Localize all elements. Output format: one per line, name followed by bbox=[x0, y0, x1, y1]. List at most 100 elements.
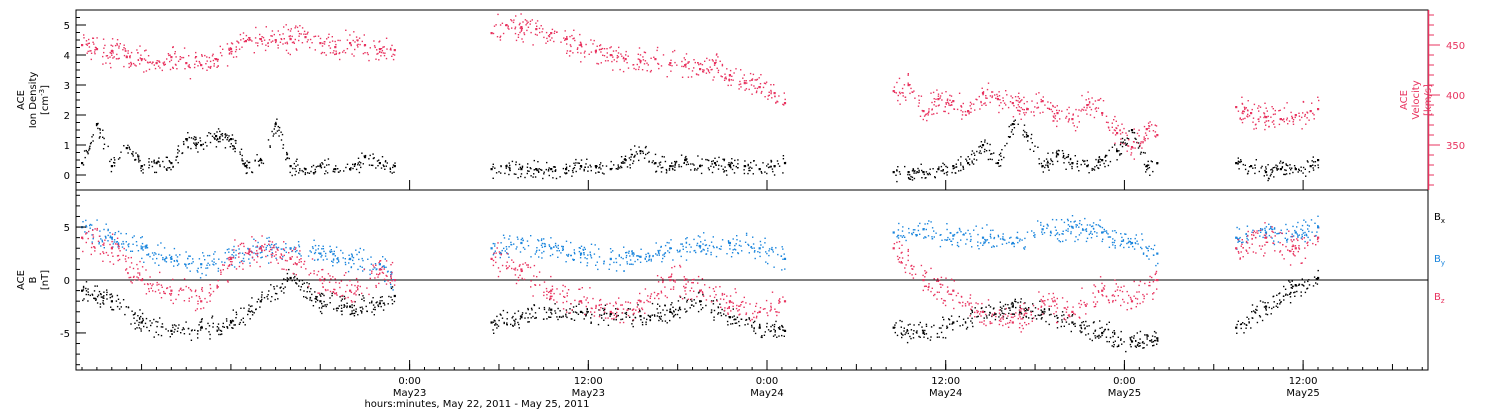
by-point-27 bbox=[1012, 242, 1014, 244]
density-point-23 bbox=[505, 165, 507, 167]
bz-point-17 bbox=[639, 300, 641, 302]
density-point-25 bbox=[535, 168, 537, 170]
density-point-32 bbox=[639, 150, 641, 152]
density-point-5 bbox=[156, 162, 158, 164]
density-point-50 bbox=[997, 162, 999, 164]
density-point-0 bbox=[81, 162, 83, 164]
density-point-18 bbox=[349, 168, 351, 170]
density-point-52 bbox=[1027, 135, 1029, 137]
bx-point-31 bbox=[1131, 340, 1133, 342]
bz-point-16 bbox=[610, 311, 612, 313]
by-point-9 bbox=[349, 258, 351, 260]
density-point-67 bbox=[1310, 165, 1312, 167]
velocity-point-38 bbox=[729, 74, 731, 76]
velocity-point-37 bbox=[714, 62, 716, 64]
bz-point-13 bbox=[520, 268, 522, 270]
velocity-point-64 bbox=[1265, 116, 1267, 118]
b-tick-label: 5 bbox=[64, 223, 70, 234]
velocity-point-18 bbox=[349, 42, 351, 44]
density-point-40 bbox=[759, 168, 761, 170]
by-point-24 bbox=[922, 228, 924, 230]
by-point-34 bbox=[1265, 231, 1267, 233]
by-point-10 bbox=[379, 263, 381, 265]
by-point-16 bbox=[610, 258, 612, 260]
velocity-point-5 bbox=[156, 62, 158, 64]
velocity-point-42 bbox=[784, 102, 786, 104]
density-tick-label: 2 bbox=[64, 111, 70, 122]
density-point-4 bbox=[141, 165, 143, 167]
by-point-4 bbox=[200, 263, 202, 265]
by-point-17 bbox=[639, 256, 641, 258]
velocity-point-29 bbox=[595, 50, 597, 52]
velocity-point-11 bbox=[245, 40, 247, 42]
bz-point-0 bbox=[81, 237, 83, 239]
velocity-point-57 bbox=[1101, 112, 1103, 114]
velocity-point-1 bbox=[96, 48, 98, 50]
by-point-2 bbox=[141, 247, 143, 249]
bz-point-36 bbox=[1317, 237, 1319, 239]
b-tick-label: 0 bbox=[64, 276, 70, 287]
velocity-point-60 bbox=[1146, 128, 1148, 130]
density-point-66 bbox=[1295, 168, 1297, 170]
velocity-point-66 bbox=[1295, 114, 1297, 116]
x-tick-date-0: May23 bbox=[393, 388, 426, 399]
by-point-31 bbox=[1131, 242, 1133, 244]
density-point-31 bbox=[625, 159, 627, 161]
by-point-8 bbox=[319, 253, 321, 255]
density-point-53 bbox=[1042, 165, 1044, 167]
bz-point-29 bbox=[1071, 311, 1073, 313]
bz-point-35 bbox=[1295, 247, 1297, 249]
density-point-20 bbox=[379, 162, 381, 164]
by-point-28 bbox=[1042, 228, 1044, 230]
velocity-point-4 bbox=[141, 58, 143, 60]
density-point-64 bbox=[1265, 171, 1267, 173]
bz-point-5 bbox=[230, 258, 232, 260]
by-point-13 bbox=[520, 242, 522, 244]
bx-point-10 bbox=[379, 302, 381, 304]
velocity-point-52 bbox=[1027, 108, 1029, 110]
bz-point-23 bbox=[893, 247, 895, 249]
velocity-point-31 bbox=[625, 58, 627, 60]
velocity-point-50 bbox=[997, 98, 999, 100]
velocity-point-48 bbox=[967, 110, 969, 112]
velocity-point-56 bbox=[1086, 104, 1088, 106]
bz-point-26 bbox=[982, 311, 984, 313]
density-point-1 bbox=[96, 123, 98, 125]
velocity-point-62 bbox=[1235, 106, 1237, 108]
bx-point-30 bbox=[1101, 332, 1103, 334]
bx-point-14 bbox=[550, 309, 552, 311]
bx-point-2 bbox=[141, 321, 143, 323]
density-point-22 bbox=[491, 168, 493, 170]
bx-point-17 bbox=[639, 315, 641, 317]
velocity-point-8 bbox=[200, 64, 202, 66]
bz-point-28 bbox=[1042, 300, 1044, 302]
by-point-23 bbox=[893, 231, 895, 233]
density-tick-label: 3 bbox=[64, 81, 70, 92]
density-point-27 bbox=[565, 168, 567, 170]
density-point-30 bbox=[610, 168, 612, 170]
by-point-36 bbox=[1317, 226, 1319, 228]
density-point-14 bbox=[290, 165, 292, 167]
velocity-point-3 bbox=[126, 56, 128, 58]
bx-point-3 bbox=[170, 330, 172, 332]
density-point-57 bbox=[1101, 159, 1103, 161]
by-point-20 bbox=[729, 242, 731, 244]
density-point-42 bbox=[784, 162, 786, 164]
bz-point-33 bbox=[1235, 247, 1237, 249]
x-tick-time-2: 0:00 bbox=[756, 376, 778, 387]
density-tick-label: 4 bbox=[64, 51, 70, 62]
density-point-59 bbox=[1131, 129, 1133, 131]
density-point-12 bbox=[260, 159, 262, 161]
x-tick-time-3: 12:00 bbox=[931, 376, 960, 387]
velocity-point-68 bbox=[1317, 108, 1319, 110]
by-point-1 bbox=[111, 237, 113, 239]
bx-point-20 bbox=[729, 316, 731, 318]
bz-point-10 bbox=[379, 268, 381, 270]
density-point-68 bbox=[1317, 159, 1319, 161]
density-point-56 bbox=[1086, 165, 1088, 167]
bz-point-31 bbox=[1131, 300, 1133, 302]
density-point-17 bbox=[334, 168, 336, 170]
velocity-point-58 bbox=[1116, 132, 1118, 134]
